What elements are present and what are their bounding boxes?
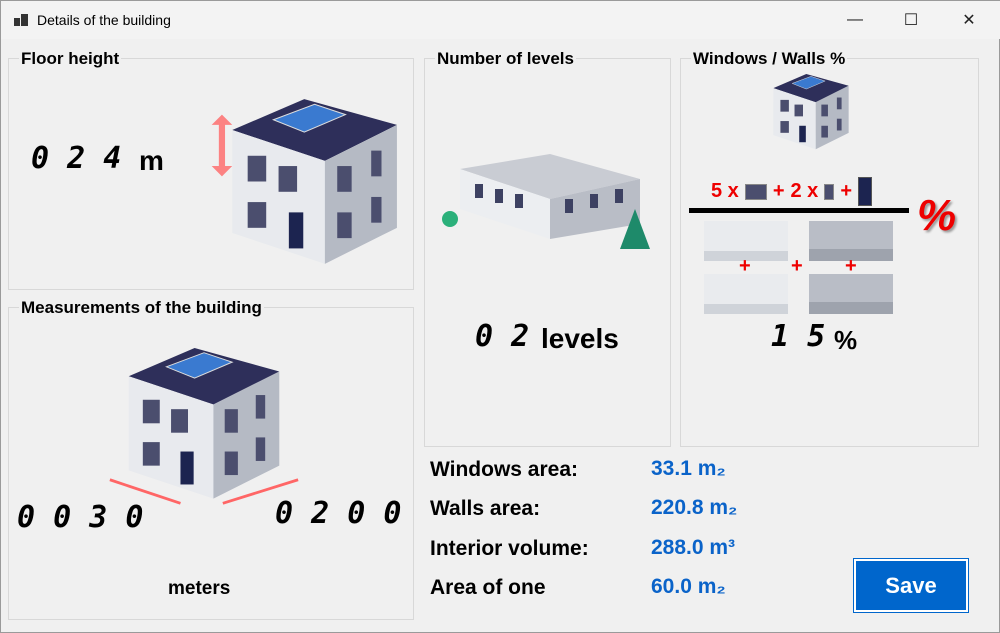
windows-walls-value[interactable]: 1 5 xyxy=(771,319,826,354)
wall-front-1 xyxy=(704,221,788,261)
measurements-title: Measurements of the building xyxy=(19,298,264,318)
fraction-bar xyxy=(689,208,909,213)
area-of-one-label: Area of one xyxy=(430,576,546,599)
windows-walls-illustration xyxy=(773,74,849,150)
maximize-button[interactable]: ☐ xyxy=(903,12,919,29)
dimension-arrows-icon xyxy=(109,478,299,505)
windows-walls-title: Windows / Walls % xyxy=(691,49,848,69)
windows-walls-group: Windows / Walls % 5 x + 2 x + % + + + 1 … xyxy=(680,49,979,447)
formula-numerator: 5 x + 2 x + xyxy=(711,177,872,206)
window-title: Details of the building xyxy=(37,12,171,28)
plus-sign: + xyxy=(845,255,857,277)
wall-front-2 xyxy=(704,274,788,314)
height-arrow-icon xyxy=(211,114,233,177)
interior-volume-label: Interior volume: xyxy=(430,537,589,560)
double-window-icon xyxy=(744,183,767,200)
floor-height-group: Floor height 0 2 4 m xyxy=(8,49,414,290)
walls-area-value: 220.8 m₂ xyxy=(651,496,738,519)
single-window-icon xyxy=(824,183,835,200)
formula-double-windows: 5 x xyxy=(711,180,739,202)
wall-side-2 xyxy=(809,274,893,314)
floor-height-value[interactable]: 0 2 4 xyxy=(31,141,122,176)
interior-volume-value: 288.0 m³ xyxy=(651,536,736,559)
measurements-illustration xyxy=(109,348,299,505)
plus-sign: + xyxy=(791,255,803,277)
windows-area-value: 33.1 m₂ xyxy=(651,457,726,480)
door-icon xyxy=(858,177,872,206)
save-button[interactable]: Save xyxy=(853,558,969,613)
plus-sign: + xyxy=(739,255,751,277)
plus-sign: + xyxy=(840,180,852,202)
area-of-one-value: 60.0 m₂ xyxy=(651,575,726,598)
wall-side-1 xyxy=(809,221,893,261)
plus-sign: + xyxy=(772,180,785,202)
percent-symbol: % xyxy=(917,191,957,240)
length-value[interactable]: 0 2 0 0 xyxy=(275,496,402,531)
levels-unit: levels xyxy=(541,323,619,354)
close-button[interactable]: ✕ xyxy=(962,12,976,29)
minimize-button[interactable]: — xyxy=(847,11,863,28)
floor-height-illustration xyxy=(211,98,398,265)
levels-group: Number of levels 0 2 levels xyxy=(424,49,671,447)
levels-value[interactable]: 0 2 xyxy=(475,319,530,354)
windows-walls-unit: % xyxy=(834,325,858,355)
levels-illustration xyxy=(442,154,650,249)
width-value[interactable]: 0 0 3 0 xyxy=(17,500,144,535)
measurements-group: Measurements of the building 0 0 3 0 0 2… xyxy=(8,298,414,620)
title-bar: Details of the building — ☐ ✕ xyxy=(1,1,1000,39)
formula-single-windows: 2 x xyxy=(790,180,819,202)
floor-height-unit: m xyxy=(139,145,164,176)
windows-area-label: Windows area: xyxy=(430,458,579,481)
levels-title: Number of levels xyxy=(435,49,576,69)
walls-area-label: Walls area: xyxy=(430,497,541,520)
app-icon xyxy=(14,14,28,26)
measurements-unit: meters xyxy=(168,578,231,599)
floor-height-title: Floor height xyxy=(19,49,122,69)
